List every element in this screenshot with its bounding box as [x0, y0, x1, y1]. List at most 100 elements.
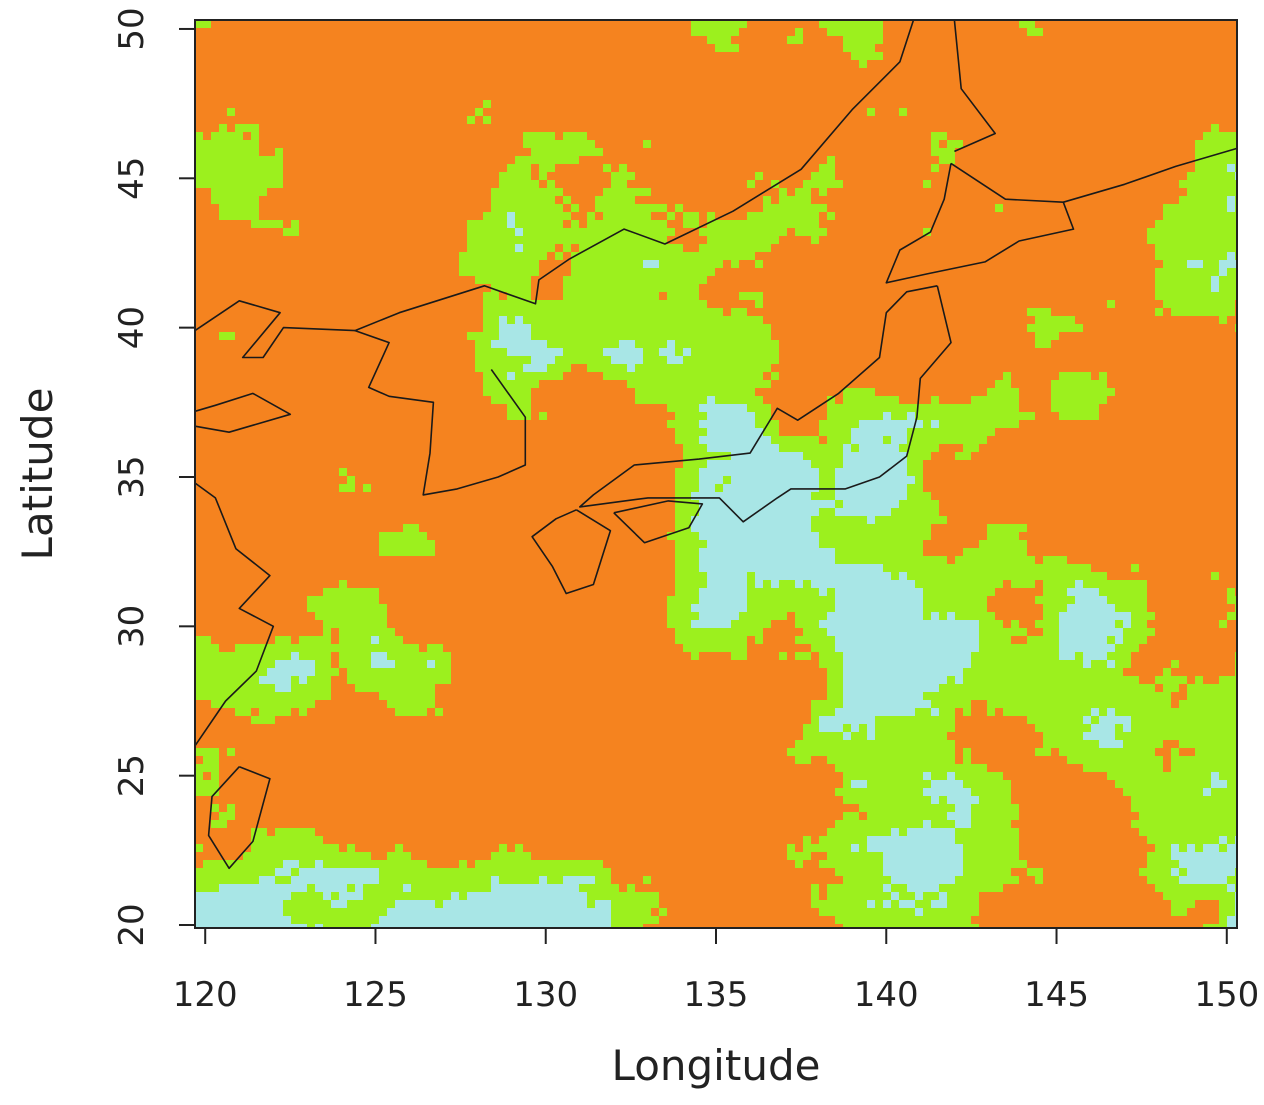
- raster-cell: [1107, 596, 1147, 604]
- raster-cell: [283, 164, 507, 172]
- raster-cell: [499, 316, 507, 324]
- raster-cell: [787, 852, 811, 860]
- raster-cell: [275, 660, 315, 668]
- raster-cell: [915, 476, 923, 484]
- raster-cell: [995, 428, 1237, 436]
- raster-cell: [195, 436, 675, 444]
- raster-cell: [955, 716, 1027, 724]
- raster-cell: [971, 788, 1011, 796]
- raster-cell: [931, 532, 987, 540]
- raster-cell: [291, 868, 299, 876]
- raster-cell: [1195, 676, 1203, 684]
- raster-cell: [899, 108, 907, 116]
- raster-cell: [899, 572, 907, 580]
- raster-cell: [563, 372, 603, 380]
- raster-cell: [1019, 396, 1051, 404]
- raster-cell: [499, 292, 507, 300]
- raster-cell: [1035, 332, 1059, 340]
- raster-cell: [195, 764, 219, 772]
- raster-cell: [675, 212, 683, 220]
- raster-cell: [283, 900, 331, 908]
- raster-cell: [819, 660, 843, 668]
- raster-cell: [203, 844, 251, 852]
- raster-cell: [931, 772, 947, 780]
- raster-cell: [699, 548, 835, 556]
- raster-cell: [1091, 708, 1099, 716]
- raster-cell: [643, 260, 659, 268]
- raster-cell: [707, 444, 779, 452]
- raster-cell: [1027, 628, 1043, 636]
- raster-cell: [1019, 844, 1155, 852]
- raster-cell: [195, 572, 675, 580]
- raster-cell: [315, 828, 827, 836]
- raster-cell: [483, 308, 723, 316]
- raster-cell: [579, 156, 827, 164]
- raster-cell: [963, 444, 979, 452]
- raster-cell: [923, 596, 987, 604]
- raster-cell: [691, 20, 747, 28]
- raster-cell: [227, 820, 835, 828]
- raster-cell: [827, 228, 923, 236]
- coastline: [531, 509, 612, 595]
- raster-cell: [1187, 684, 1237, 692]
- raster-cell: [1227, 164, 1235, 172]
- raster-cell: [1179, 876, 1227, 884]
- raster-cell: [1219, 572, 1237, 580]
- raster-cell: [739, 44, 843, 52]
- raster-cell: [1155, 676, 1187, 684]
- raster-cell: [563, 276, 707, 284]
- raster-cell: [635, 396, 707, 404]
- raster-cell: [531, 172, 539, 180]
- raster-cell: [699, 588, 747, 596]
- raster-cell: [203, 772, 211, 780]
- raster-cell: [1155, 748, 1171, 756]
- raster-cell: [1123, 668, 1163, 676]
- raster-cell: [1131, 820, 1237, 828]
- raster-cell: [195, 172, 283, 180]
- raster-cell: [1075, 596, 1107, 604]
- raster-cell: [675, 204, 683, 212]
- raster-cell: [195, 460, 683, 468]
- raster-cell: [667, 204, 675, 212]
- raster-cell: [475, 364, 523, 372]
- raster-cell: [195, 380, 483, 388]
- raster-cell: [1011, 788, 1123, 796]
- raster-cell: [699, 220, 707, 228]
- raster-cell: [931, 148, 955, 156]
- raster-cell: [1123, 628, 1155, 636]
- raster-cell: [803, 580, 811, 588]
- raster-cell: [259, 876, 275, 884]
- raster-cell: [219, 772, 843, 780]
- raster-cell: [907, 436, 987, 444]
- raster-cell: [195, 140, 259, 148]
- raster-cell: [459, 892, 467, 900]
- raster-cell: [1155, 276, 1211, 284]
- raster-cell: [931, 164, 939, 172]
- raster-cell: [195, 892, 291, 900]
- raster-cell: [1203, 260, 1219, 268]
- raster-cell: [539, 172, 547, 180]
- raster-cell: [347, 900, 395, 908]
- raster-cell: [1187, 844, 1195, 852]
- raster-cell: [811, 460, 843, 468]
- raster-cell: [835, 492, 907, 500]
- raster-cell: [771, 180, 779, 188]
- raster-cell: [323, 620, 387, 628]
- raster-cell: [1011, 636, 1027, 644]
- raster-cell: [1227, 268, 1237, 276]
- raster-cell: [579, 244, 683, 252]
- raster-cell: [891, 900, 899, 908]
- raster-cell: [963, 748, 971, 756]
- raster-cell: [867, 516, 875, 524]
- raster-cell: [635, 196, 763, 204]
- raster-cell: [235, 108, 475, 116]
- raster-cell: [347, 884, 355, 892]
- raster-cell: [371, 636, 379, 644]
- raster-cell: [563, 284, 699, 292]
- raster-cell: [1011, 820, 1131, 828]
- raster-cell: [1163, 740, 1179, 748]
- raster-cell: [555, 132, 563, 140]
- raster-cell: [1027, 548, 1237, 556]
- raster-cell: [1123, 636, 1147, 644]
- raster-cell: [675, 476, 699, 484]
